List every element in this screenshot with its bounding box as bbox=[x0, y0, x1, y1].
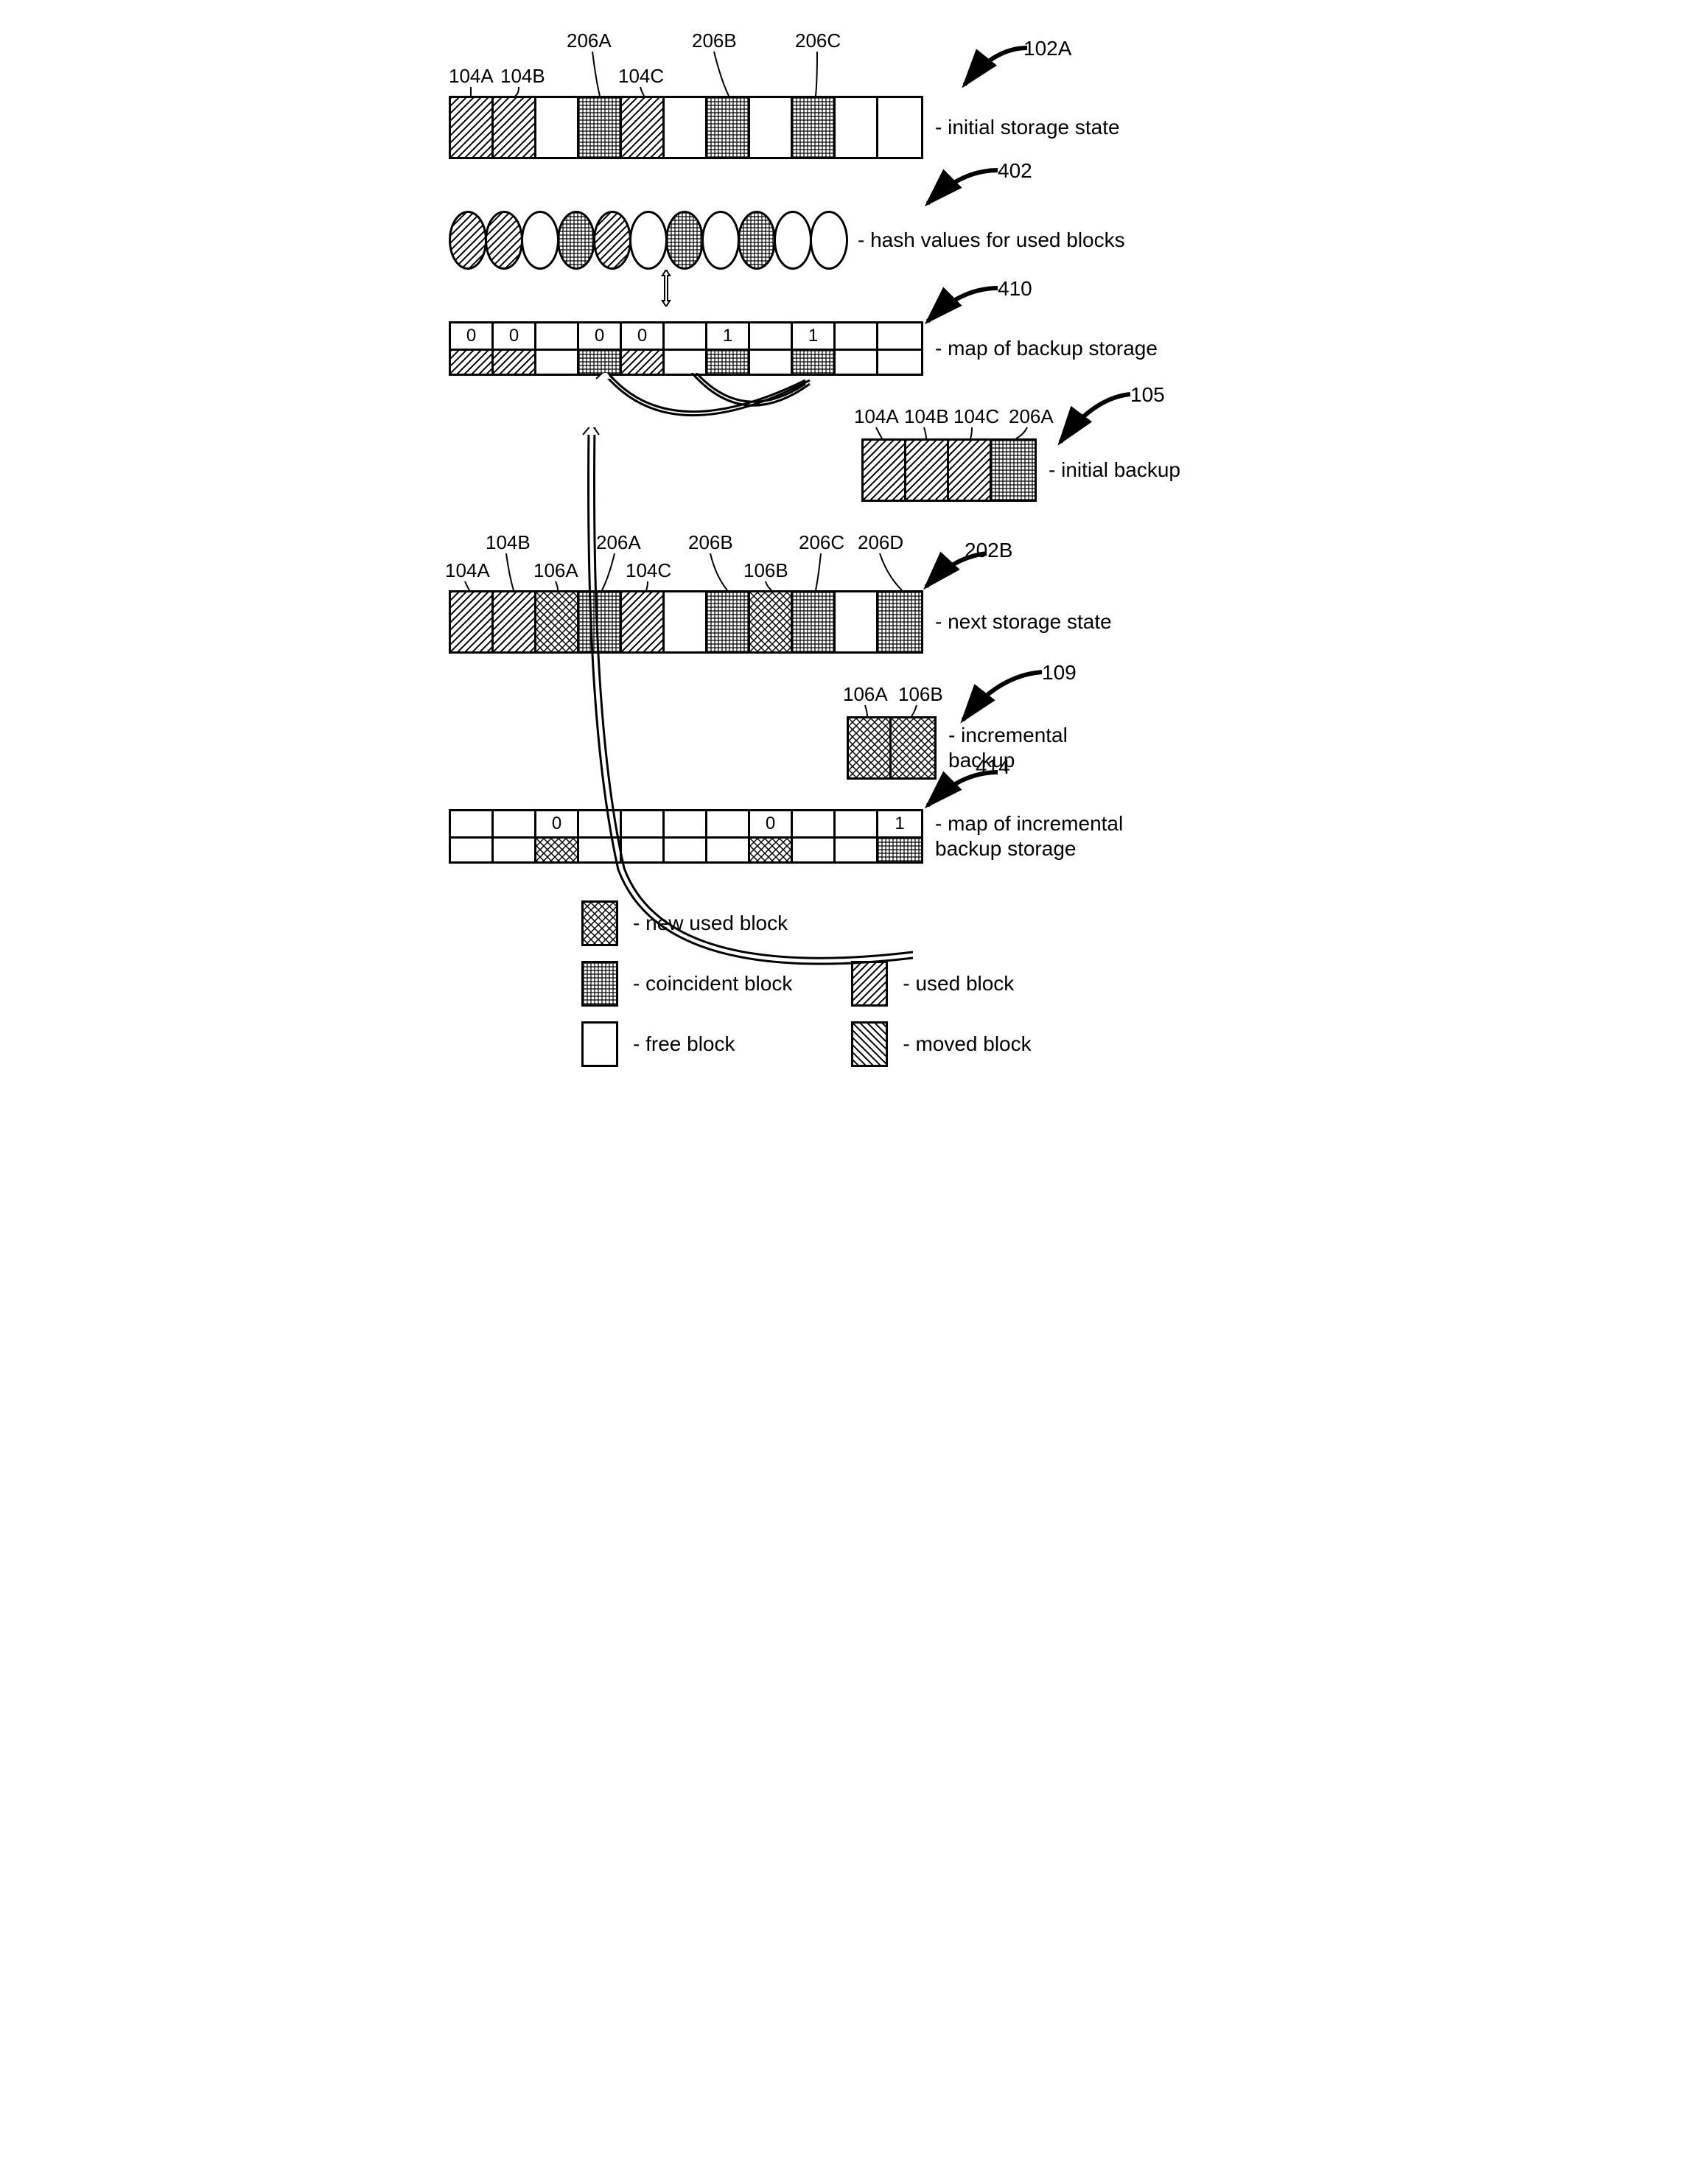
connectors-initial bbox=[449, 29, 965, 96]
map-cell bbox=[750, 323, 793, 349]
pointer-105: 105 bbox=[1053, 391, 1141, 455]
section-hash: 402 - hash values for used blocks bbox=[449, 174, 1259, 307]
caption-initial-backup: - initial backup bbox=[1037, 458, 1180, 483]
legend-text: - moved block bbox=[903, 1032, 1031, 1056]
block bbox=[836, 98, 878, 157]
map-cell: 1 bbox=[793, 323, 836, 349]
legend-item: - moved block bbox=[851, 1021, 1031, 1067]
map-cell: 0 bbox=[494, 323, 536, 349]
block bbox=[793, 98, 836, 157]
map-cell bbox=[707, 349, 750, 374]
pointer-402: 402 bbox=[920, 167, 1009, 216]
map-cell: 1 bbox=[707, 323, 750, 349]
block bbox=[451, 98, 494, 157]
map-cell bbox=[665, 349, 707, 374]
map-cell bbox=[536, 349, 579, 374]
map-cell bbox=[494, 836, 536, 861]
block bbox=[750, 98, 793, 157]
map-cell bbox=[536, 323, 579, 349]
legend-swatch bbox=[581, 1021, 618, 1067]
long-curve-arrow bbox=[552, 427, 965, 995]
block bbox=[707, 98, 750, 157]
map-cell bbox=[451, 811, 494, 836]
hash-cell bbox=[810, 211, 848, 270]
map-cell bbox=[878, 323, 921, 349]
hash-cell bbox=[629, 211, 668, 270]
hash-cell bbox=[485, 211, 523, 270]
map-cell bbox=[579, 349, 622, 374]
pointer-109: 109 bbox=[957, 668, 1053, 732]
bidirectional-arrow-icon bbox=[655, 270, 677, 307]
hash-cell bbox=[665, 211, 704, 270]
map-cell bbox=[451, 836, 494, 861]
block bbox=[579, 98, 622, 157]
map-backup-row: 0 0 0 0 1 1 bbox=[449, 321, 923, 376]
block bbox=[494, 592, 536, 651]
map-cell bbox=[451, 349, 494, 374]
pointer-410: 410 bbox=[920, 284, 1009, 334]
caption-initial: - initial storage state bbox=[923, 115, 1120, 140]
block bbox=[494, 98, 536, 157]
block bbox=[622, 98, 665, 157]
map-cell bbox=[836, 349, 878, 374]
map-cell bbox=[665, 323, 707, 349]
map-cell bbox=[793, 349, 836, 374]
map-cell bbox=[836, 323, 878, 349]
hash-cell bbox=[701, 211, 740, 270]
legend-swatch bbox=[851, 1021, 888, 1067]
caption-hash: - hash values for used blocks bbox=[846, 228, 1125, 253]
hash-cell bbox=[449, 211, 487, 270]
caption-map-backup: - map of backup storage bbox=[923, 336, 1158, 361]
block bbox=[665, 98, 707, 157]
map-cell bbox=[750, 349, 793, 374]
backup-diagram: 104A 104B 206A 104C 206B 206C 102A bbox=[449, 29, 1259, 1067]
initial-storage-row bbox=[449, 96, 923, 159]
hash-cell bbox=[593, 211, 631, 270]
block bbox=[992, 441, 1035, 500]
hash-cell bbox=[738, 211, 776, 270]
map-cell bbox=[494, 811, 536, 836]
map-cell: 0 bbox=[451, 323, 494, 349]
map-cell: 0 bbox=[622, 323, 665, 349]
hash-row bbox=[449, 211, 846, 270]
section-initial-storage: 104A 104B 206A 104C 206B 206C 102A bbox=[449, 29, 1259, 159]
map-cell: 0 bbox=[579, 323, 622, 349]
block bbox=[878, 98, 921, 157]
block bbox=[536, 98, 579, 157]
hash-cell bbox=[774, 211, 812, 270]
hash-cell bbox=[521, 211, 559, 270]
map-cell bbox=[494, 349, 536, 374]
block bbox=[451, 592, 494, 651]
legend-text: - free block bbox=[633, 1032, 735, 1056]
hash-cell bbox=[557, 211, 595, 270]
pointer-102A: 102A bbox=[957, 44, 1038, 101]
section-map-backup: 410 0 0 0 0 1 1 bbox=[449, 321, 1259, 376]
legend-item: - free block bbox=[581, 1021, 792, 1067]
map-cell bbox=[622, 349, 665, 374]
map-cell bbox=[878, 349, 921, 374]
